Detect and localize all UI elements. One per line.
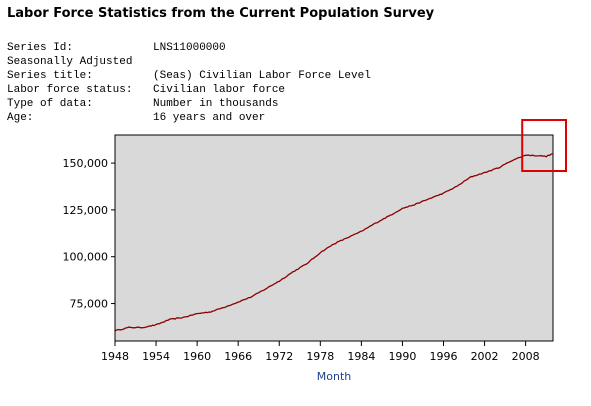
status-row: Labor force status: Civilian labor force [7, 83, 371, 97]
adjustment-value: Seasonally Adjusted [7, 56, 133, 68]
highlight-box [521, 119, 567, 172]
series-id-row: Series Id: LNS11000000 [7, 41, 371, 55]
type-row: Type of data: Number in thousands [7, 97, 371, 111]
y-tick-label: 100,000 [63, 251, 109, 264]
x-tick-label: 1966 [224, 350, 252, 363]
x-tick-label: 1984 [347, 350, 375, 363]
series-line [114, 153, 554, 332]
page-title: Labor Force Statistics from the Current … [7, 6, 435, 21]
series-id-label: Series Id: [7, 42, 74, 54]
x-tick-label: 1960 [183, 350, 211, 363]
x-tick-label: 2008 [512, 350, 540, 363]
series-id-value: LNS11000000 [153, 42, 226, 54]
y-tick-label: 75,000 [70, 298, 109, 311]
series-title-row: Series title: (Seas) Civilian Labor Forc… [7, 69, 371, 83]
type-label: Type of data: [7, 98, 93, 110]
status-value: Civilian labor force [153, 84, 286, 96]
x-tick-label: 1996 [430, 350, 458, 363]
x-tick-label: 1990 [388, 350, 416, 363]
x-tick-label: 1972 [265, 350, 293, 363]
status-label: Labor force status: [7, 84, 133, 96]
plot-area [114, 134, 554, 342]
y-axis: 75,000 100,000 125,000 150,000 [63, 157, 115, 311]
type-value: Number in thousands [153, 98, 279, 110]
age-value: 16 years and over [153, 112, 266, 124]
series-title-value: (Seas) Civilian Labor Force Level [153, 70, 371, 82]
x-tick-label: 2002 [471, 350, 499, 363]
x-tick-label: 1954 [142, 350, 170, 363]
x-tick-label: 1978 [306, 350, 334, 363]
x-axis: 1948 1954 1960 1966 1972 1978 1984 1990 1996 2002… [101, 341, 540, 363]
age-label: Age: [7, 112, 34, 124]
adjustment-row: Seasonally Adjusted [7, 55, 371, 69]
series-title-label: Series title: [7, 70, 93, 82]
age-row: Age: 16 years and over [7, 111, 371, 125]
x-axis-title: Month [317, 370, 352, 383]
y-tick-label: 125,000 [63, 204, 109, 217]
x-tick-label: 1948 [101, 350, 129, 363]
y-tick-label: 150,000 [63, 157, 109, 170]
series-metadata: Series Id: LNS11000000 Seasonally Adjust… [7, 41, 371, 125]
